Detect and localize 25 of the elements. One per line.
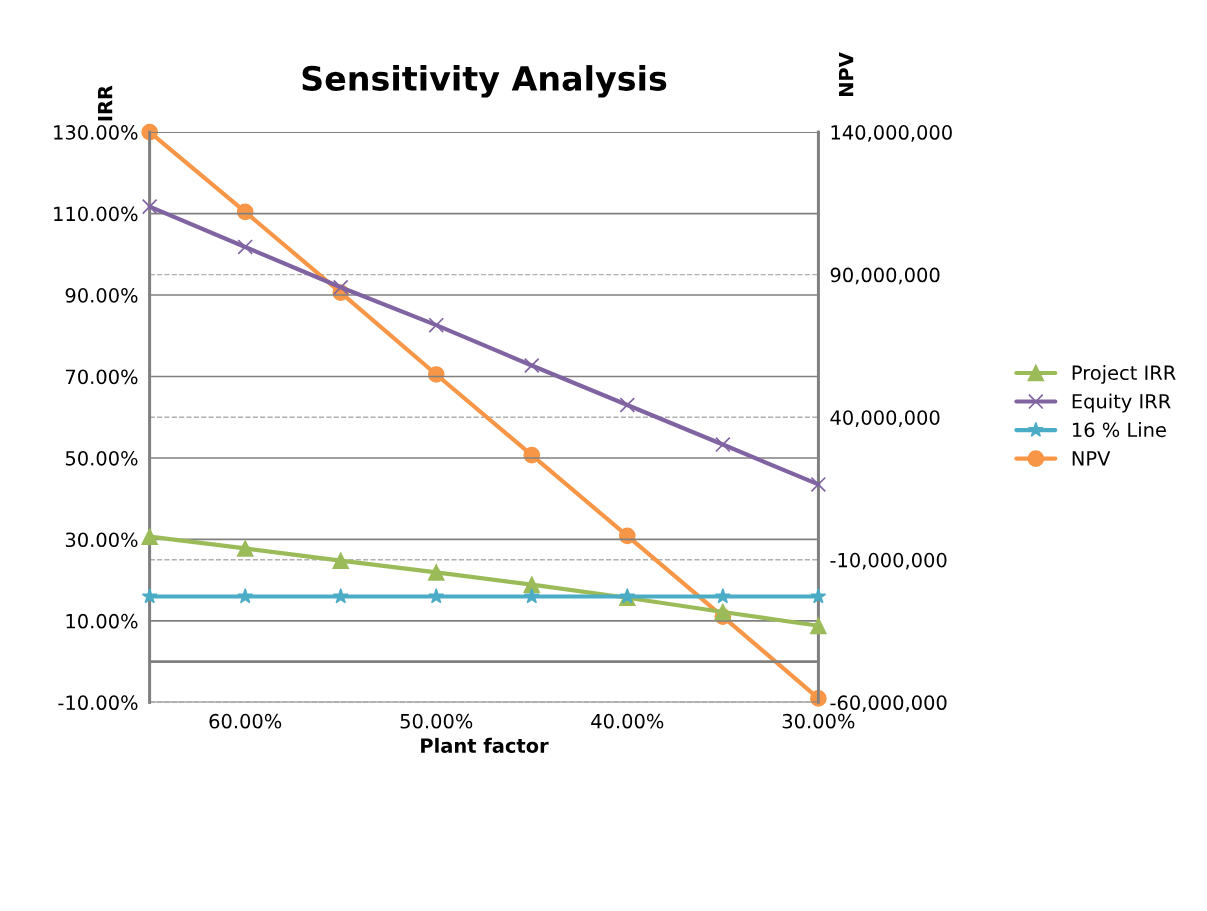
legend-label: 16 % Line (1072, 422, 1166, 438)
y2-tick-label: 40,000,000 (830, 410, 940, 427)
y-tick-label: 70.00% (66, 369, 138, 385)
y-tick-label: 50.00% (65, 450, 138, 466)
chart-title: Sensitivity Analysis (302, 65, 667, 98)
x-axis-title: Plant factor (421, 737, 549, 753)
y2-tick-label: 90,000,000 (830, 267, 940, 285)
x-tick-label: 50.00% (400, 713, 473, 729)
legend-label: NPV (1072, 451, 1111, 466)
y-tick-label: 10.00% (66, 613, 138, 629)
y-axis-title: IRR (98, 85, 113, 121)
y2-axis-title: NPV (839, 52, 854, 97)
x-tick-label: 40.00% (591, 713, 664, 729)
y-tick-label: 110.00% (54, 206, 138, 222)
y-tick-label: 130.00% (54, 125, 138, 140)
y-tick-label: -10.00% (58, 695, 138, 711)
y2-tick-label: 140,000,000 (831, 125, 952, 142)
legend-label: Equity IRR (1072, 393, 1171, 413)
x-tick-label: 60.00% (209, 713, 282, 729)
y-tick-label: 30.00% (65, 532, 138, 548)
y-tick-label: 90.00% (65, 287, 138, 303)
x-tick-label: 30.00% (782, 713, 855, 729)
y2-tick-label: -10,000,000 (830, 552, 947, 570)
y2-tick-label: -60,000,000 (830, 695, 947, 713)
legend-label: Project IRR (1072, 365, 1176, 384)
